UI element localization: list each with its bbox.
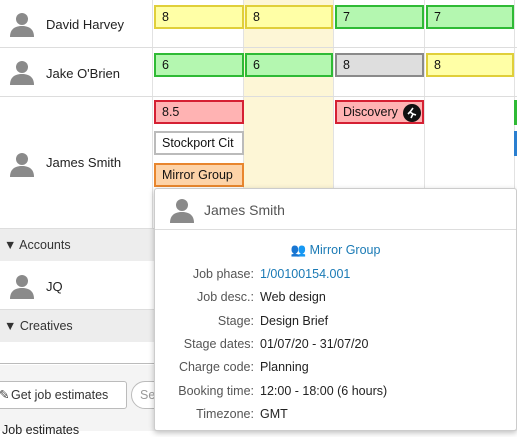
tooltip-header: James Smith (155, 189, 516, 230)
field-label: Stage: (217, 313, 254, 328)
column-divider (424, 0, 425, 229)
booking[interactable]: 7 (426, 5, 514, 29)
booking[interactable]: Mirror Group (154, 163, 244, 187)
field-label: Charge code: (178, 360, 254, 375)
field-label: Stage dates: (183, 336, 254, 351)
booking[interactable]: 8 (245, 5, 333, 29)
resource-row[interactable]: David Harvey (0, 0, 517, 48)
field-label: Job desc.: (197, 290, 254, 305)
avatar (9, 273, 35, 299)
field-value: Web design (260, 290, 326, 305)
booking-label: Discovery (343, 105, 398, 119)
tooltip-name: James Smith (204, 202, 285, 218)
column-divider (152, 0, 153, 229)
search-placeholder: Se (140, 388, 156, 402)
client-link[interactable]: 👥 Mirror Group (155, 243, 516, 258)
avatar (9, 11, 35, 37)
booking-edge (514, 100, 517, 125)
field-label: Job phase: (192, 267, 254, 281)
group-name: Creatives (19, 319, 73, 333)
resource-row[interactable]: Jake O'Brien (0, 48, 517, 97)
resource-name: Jake O'Brien (46, 66, 121, 81)
field-value: 01/07/20 - 31/07/20 (260, 336, 369, 351)
resource-name: David Harvey (46, 17, 125, 32)
field-value[interactable]: 1/00100154.001 (260, 267, 351, 281)
booking[interactable]: 6 (154, 53, 244, 77)
client-name: Mirror Group (309, 243, 381, 257)
edit-icon: ✎ (0, 388, 10, 402)
section-title: Job estimates (2, 423, 80, 437)
field-label: Timezone: (196, 406, 254, 421)
resource-name: JQ (46, 279, 63, 294)
booking[interactable]: 8 (426, 53, 514, 77)
field-value: GMT (260, 406, 288, 421)
field-value: 12:00 - 18:00 (6 hours) (260, 383, 388, 398)
avatar (169, 197, 195, 223)
field-value: Design Brief (260, 313, 329, 328)
resource-name: James Smith (46, 155, 122, 170)
field-label: Booking time: (178, 383, 254, 398)
field-value: Planning (260, 360, 309, 375)
booking-edge (514, 131, 517, 156)
client-icon: 👥 (290, 243, 307, 257)
column-divider (333, 0, 334, 229)
booking-tooltip: James Smith 👥 Mirror Group Job phase: 1/0… (154, 188, 517, 431)
group-name: Accounts (19, 238, 71, 252)
booking[interactable]: 8 (154, 5, 244, 29)
avatar (9, 59, 35, 85)
get-estimates-button[interactable]: ✎ Get job estimates (0, 381, 127, 409)
booking[interactable]: 8.5 (154, 100, 244, 124)
booking[interactable]: 6 (245, 53, 333, 77)
booking[interactable]: 7 (335, 5, 424, 29)
activity-icon (403, 104, 421, 122)
button-label: Get job estimates (11, 388, 109, 402)
booking[interactable]: Stockport Cit (154, 131, 244, 155)
booking[interactable]: 8 (335, 53, 424, 77)
avatar (9, 151, 35, 177)
